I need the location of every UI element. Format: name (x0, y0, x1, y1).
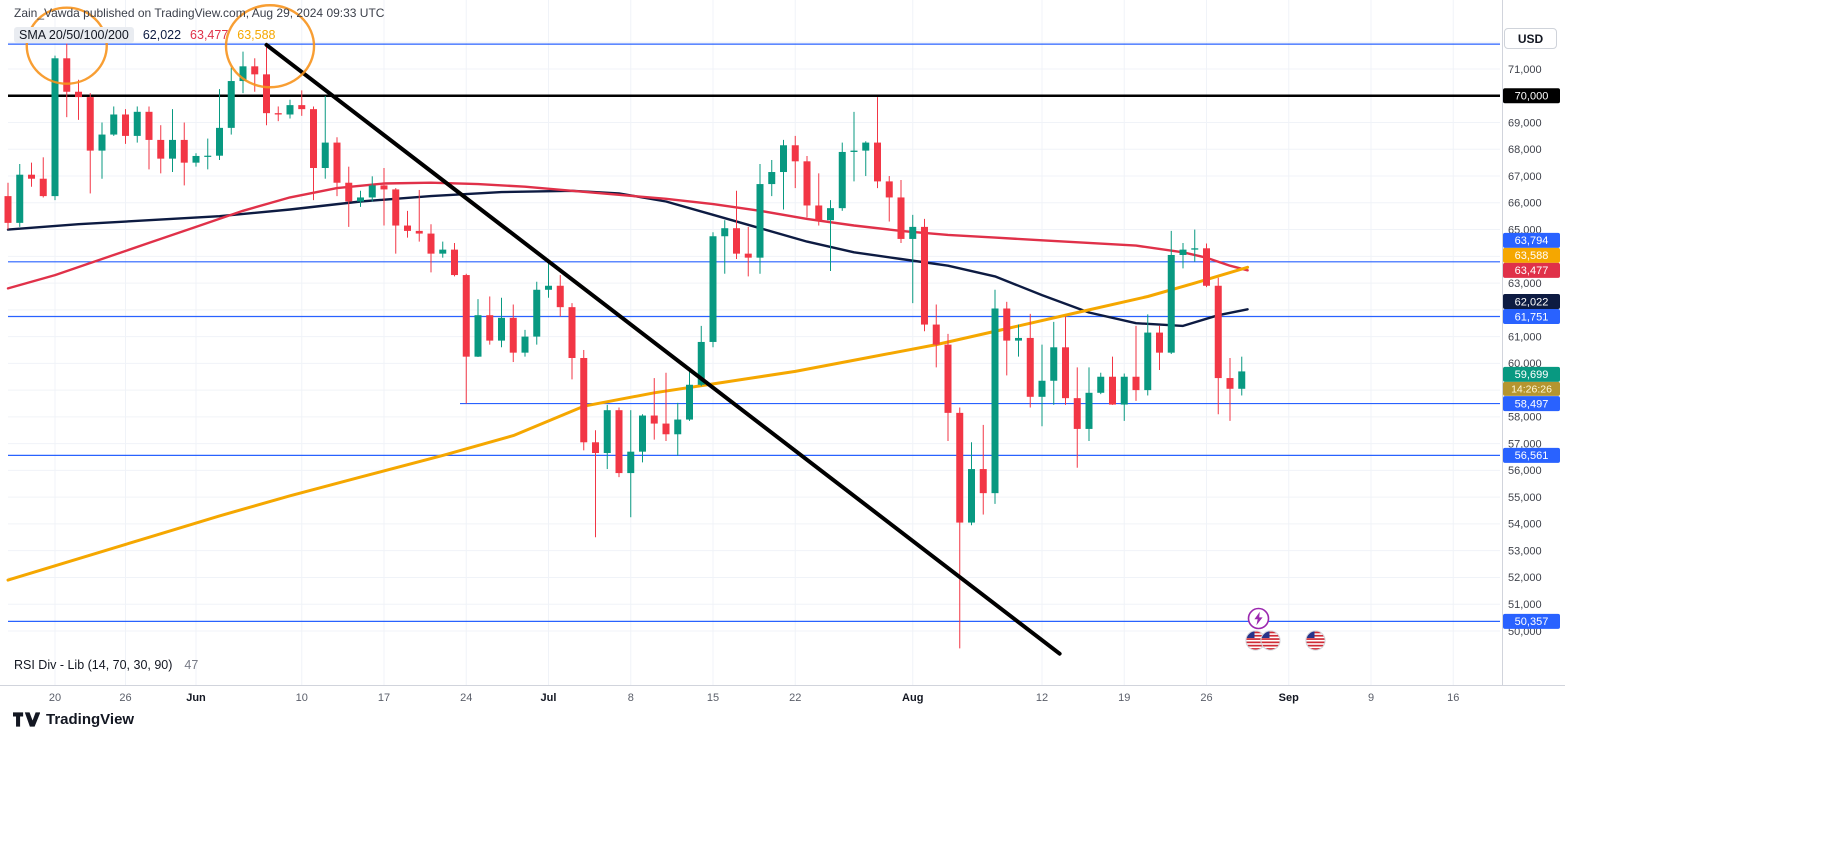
price-badge: 50,357 (1503, 613, 1560, 629)
svg-text:62,022: 62,022 (1515, 296, 1549, 308)
price-tick-label: 51,000 (1508, 599, 1542, 611)
ellipse-annotations[interactable] (25, 4, 316, 89)
time-tick-label: 20 (49, 692, 61, 704)
time-tick-label: 17 (378, 692, 390, 704)
price-badge: 56,561 (1503, 447, 1560, 463)
time-tick-label: 19 (1118, 692, 1130, 704)
price-tick-label: 61,000 (1508, 331, 1542, 343)
time-tick-label: Sep (1279, 692, 1299, 704)
price-badge: 63,477 (1503, 262, 1560, 278)
sma-value: 63,588 (237, 28, 276, 42)
tradingview-logo-icon (13, 712, 40, 727)
price-tick-label: 66,000 (1508, 198, 1542, 210)
sma-value: 63,477 (190, 28, 229, 42)
time-tick-label: 26 (1200, 692, 1212, 704)
time-tick-label: 10 (296, 692, 308, 704)
svg-text:50,357: 50,357 (1515, 616, 1549, 628)
price-badge: 58,497 (1503, 396, 1560, 412)
price-tick-label: 71,000 (1508, 64, 1542, 76)
trendline[interactable] (264, 42, 1062, 656)
price-badge: 70,000 (1503, 88, 1560, 104)
svg-text:56,561: 56,561 (1515, 450, 1549, 462)
time-tick-label: 24 (460, 692, 472, 704)
svg-text:61,751: 61,751 (1515, 311, 1549, 323)
time-tick-label: 22 (789, 692, 801, 704)
candlestick-chart[interactable]: 71,00069,00068,00067,00066,00065,00063,0… (0, 0, 1565, 740)
time-tick-label: Aug (902, 692, 923, 704)
svg-text:70,000: 70,000 (1515, 91, 1549, 103)
tradingview-logo-text: TradingView (46, 711, 135, 728)
time-tick-label: 26 (119, 692, 131, 704)
candle-close-countdown: 14:26:26 (1511, 384, 1552, 396)
time-tick-label: Jun (186, 692, 206, 704)
time-tick-label: 15 (707, 692, 719, 704)
indicator-legend-rsi[interactable]: RSI Div - Lib (14, 70, 30, 90) 47 (14, 658, 198, 672)
time-tick-label: 16 (1447, 692, 1459, 704)
price-tick-label: 55,000 (1508, 492, 1542, 504)
price-gridlines (8, 41, 1500, 632)
us-flag-event-icon[interactable] (1305, 630, 1328, 653)
price-tick-label: 63,000 (1508, 278, 1542, 290)
price-tick-label: 56,000 (1508, 465, 1542, 477)
sma-legend-values: 62,022 63,477 63,588 (143, 28, 285, 42)
price-tick-label: 57,000 (1508, 438, 1542, 450)
svg-text:59,699: 59,699 (1515, 369, 1549, 381)
time-tick-label: 9 (1368, 692, 1374, 704)
rsi-legend-title: RSI Div - Lib (14, 70, 30, 90) (14, 658, 173, 672)
time-tick-label: 8 (628, 692, 634, 704)
price-tick-label: 68,000 (1508, 144, 1542, 156)
sma-value: 62,022 (142, 28, 182, 42)
idea-lightning-icon[interactable] (1247, 607, 1270, 630)
price-badge: 59,699 14:26:26 (1503, 366, 1560, 396)
price-tick-label: 58,000 (1508, 412, 1542, 424)
published-byline: Zain_Vawda published on TradingView.com,… (14, 6, 385, 20)
price-axis[interactable]: 71,00069,00068,00067,00066,00065,00063,0… (1502, 0, 1561, 685)
sma-legend-title: SMA 20/50/100/200 (14, 27, 134, 43)
support-resistance-lines (8, 43, 1500, 623)
time-tick-label: 12 (1036, 692, 1048, 704)
currency-usd-button[interactable]: USD (1504, 28, 1557, 49)
candles (4, 43, 1246, 649)
us-flag-event-icon[interactable] (1260, 630, 1283, 653)
tradingview-logo[interactable]: TradingView (13, 711, 134, 728)
sma-lines (6, 181, 1250, 582)
price-tick-label: 67,000 (1508, 171, 1542, 183)
svg-text:63,588: 63,588 (1515, 250, 1549, 262)
price-badge: 63,794 (1503, 232, 1560, 248)
time-tick-label: Jul (541, 692, 557, 704)
indicator-legend-sma[interactable]: SMA 20/50/100/200 62,022 63,477 63,588 (14, 27, 285, 43)
price-badge: 62,022 (1503, 294, 1560, 310)
rsi-legend-value: 47 (184, 658, 199, 672)
svg-text:63,794: 63,794 (1515, 235, 1549, 247)
price-tick-label: 54,000 (1508, 519, 1542, 531)
price-tick-label: 52,000 (1508, 572, 1542, 584)
price-tick-label: 53,000 (1508, 545, 1542, 557)
price-badge: 63,588 (1503, 247, 1560, 263)
us-flag-event-icon[interactable] (1245, 630, 1268, 653)
svg-text:58,497: 58,497 (1515, 398, 1549, 410)
price-tick-label: 69,000 (1508, 117, 1542, 129)
time-axis[interactable]: 20 26 Jun 10 17 24 Jul 8 15 22 Aug 12 19 26 Sep 9 16 (0, 685, 1565, 705)
price-badge: 61,751 (1503, 309, 1560, 325)
svg-text:63,477: 63,477 (1515, 265, 1549, 277)
